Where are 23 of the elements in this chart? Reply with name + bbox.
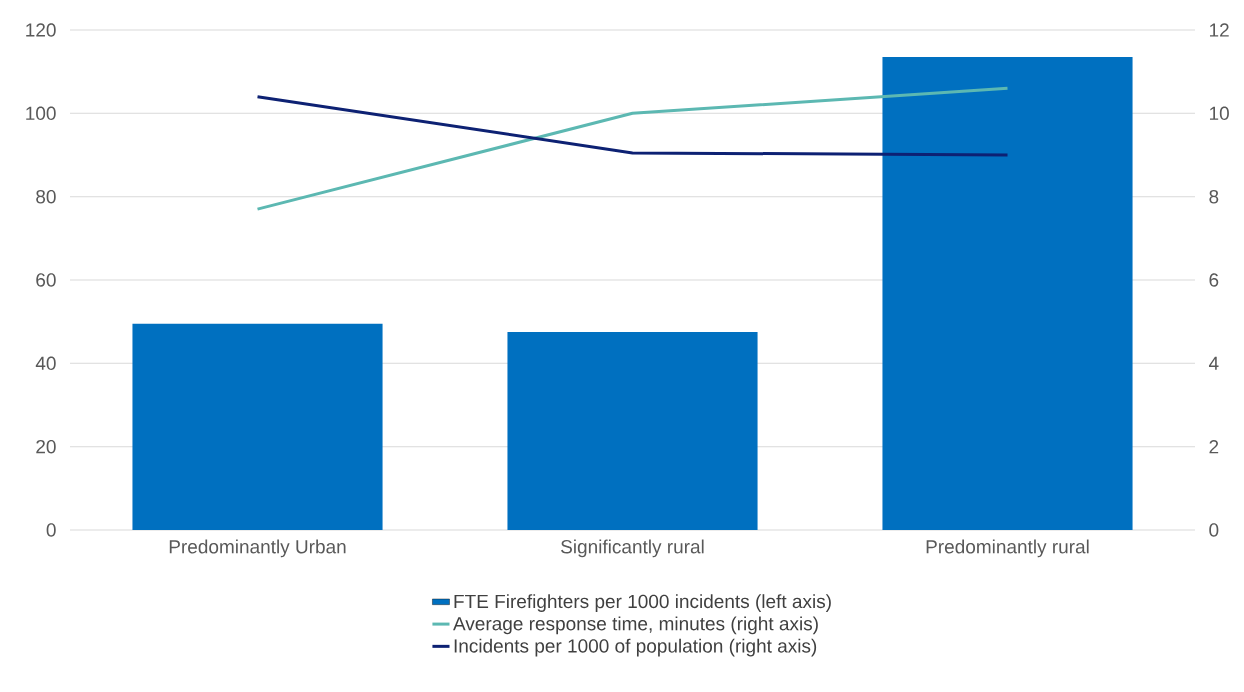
legend-label: Average response time, minutes (right axis) — [453, 616, 818, 635]
x-tick-label: Predominantly rural — [926, 539, 1089, 558]
bar — [882, 57, 1133, 530]
bar — [132, 323, 383, 530]
x-tick-label: Predominantly Urban — [169, 539, 346, 558]
legend-label: Incidents per 1000 of population (right axis) — [454, 638, 817, 657]
y-tick-label: 100 — [26, 106, 56, 121]
y-tick-label: 20 — [36, 439, 56, 454]
bar — [507, 332, 758, 530]
legend-label: FTE Firefighters per 1000 incidents (left axis) — [454, 594, 831, 612]
y-tick-label: 80 — [36, 189, 56, 204]
y-tick-label: 40 — [35, 356, 56, 371]
y2-tick-label: 8 — [1209, 189, 1219, 204]
y2-tick-label: 10 — [1209, 106, 1229, 121]
y2-tick-label: 0 — [1209, 523, 1219, 537]
y2-tick-label: 6 — [1209, 273, 1219, 287]
y2-tick-label: 12 — [1209, 23, 1229, 37]
y-tick-label: 0 — [46, 523, 56, 537]
y2-tick-label: 4 — [1208, 356, 1219, 370]
y-tick-label: 60 — [36, 273, 56, 287]
x-tick-label: Significantly rural — [561, 539, 704, 558]
y-tick-label: 120 — [26, 23, 56, 37]
y2-tick-label: 2 — [1209, 440, 1219, 454]
